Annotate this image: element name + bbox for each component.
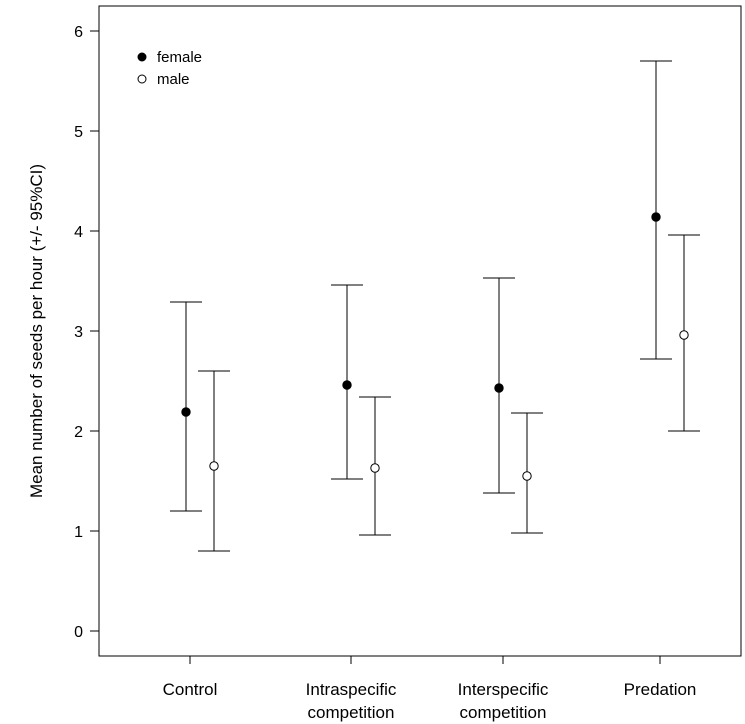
point-female	[342, 380, 352, 390]
plot-frame	[98, 5, 742, 657]
legend-marker-male	[137, 74, 147, 84]
x-tick-label: Interspecific competition	[458, 680, 549, 722]
x-tick-label-line: competition	[308, 703, 395, 722]
x-tick-label: Intraspecific competition	[306, 680, 397, 722]
point-female	[181, 407, 191, 417]
y-tick-label: 0	[74, 624, 83, 641]
x-tick-label-line: Interspecific	[458, 680, 549, 699]
x-tick-label-line: Predation	[624, 680, 697, 699]
point-male	[370, 463, 380, 473]
point-male	[679, 330, 689, 340]
y-tick-label: 6	[74, 24, 83, 41]
point-male	[209, 461, 219, 471]
plot-border	[98, 5, 742, 657]
x-tick-label: Predation	[624, 680, 697, 699]
y-tick-label: 2	[74, 424, 83, 441]
y-tick-label: 4	[74, 224, 83, 241]
y-tick-label: 1	[74, 524, 83, 541]
y-tick-label: 3	[74, 324, 83, 341]
data-points	[181, 212, 689, 481]
point-male	[522, 471, 532, 481]
legend-label-male: male	[157, 71, 190, 88]
error-bars	[170, 60, 700, 552]
x-tick-label: Control	[163, 680, 218, 699]
x-tick-label-line: Intraspecific	[306, 680, 397, 699]
point-female	[494, 383, 504, 393]
legend-label-female: female	[157, 49, 202, 66]
x-tick-label-line: competition	[460, 703, 547, 722]
legend-marker-female	[137, 52, 147, 62]
point-female	[651, 212, 661, 222]
y-axis: 0 1 2 3 4 5 6	[74, 24, 99, 641]
y-axis-label: Mean number of seeds per hour (+/- 95%CI…	[27, 164, 46, 498]
x-tick-label-line: Control	[163, 680, 218, 699]
legend: female male	[137, 49, 202, 88]
y-tick-label: 5	[74, 124, 83, 141]
x-axis: Control Intraspecific competitionInterspec…	[163, 656, 697, 722]
